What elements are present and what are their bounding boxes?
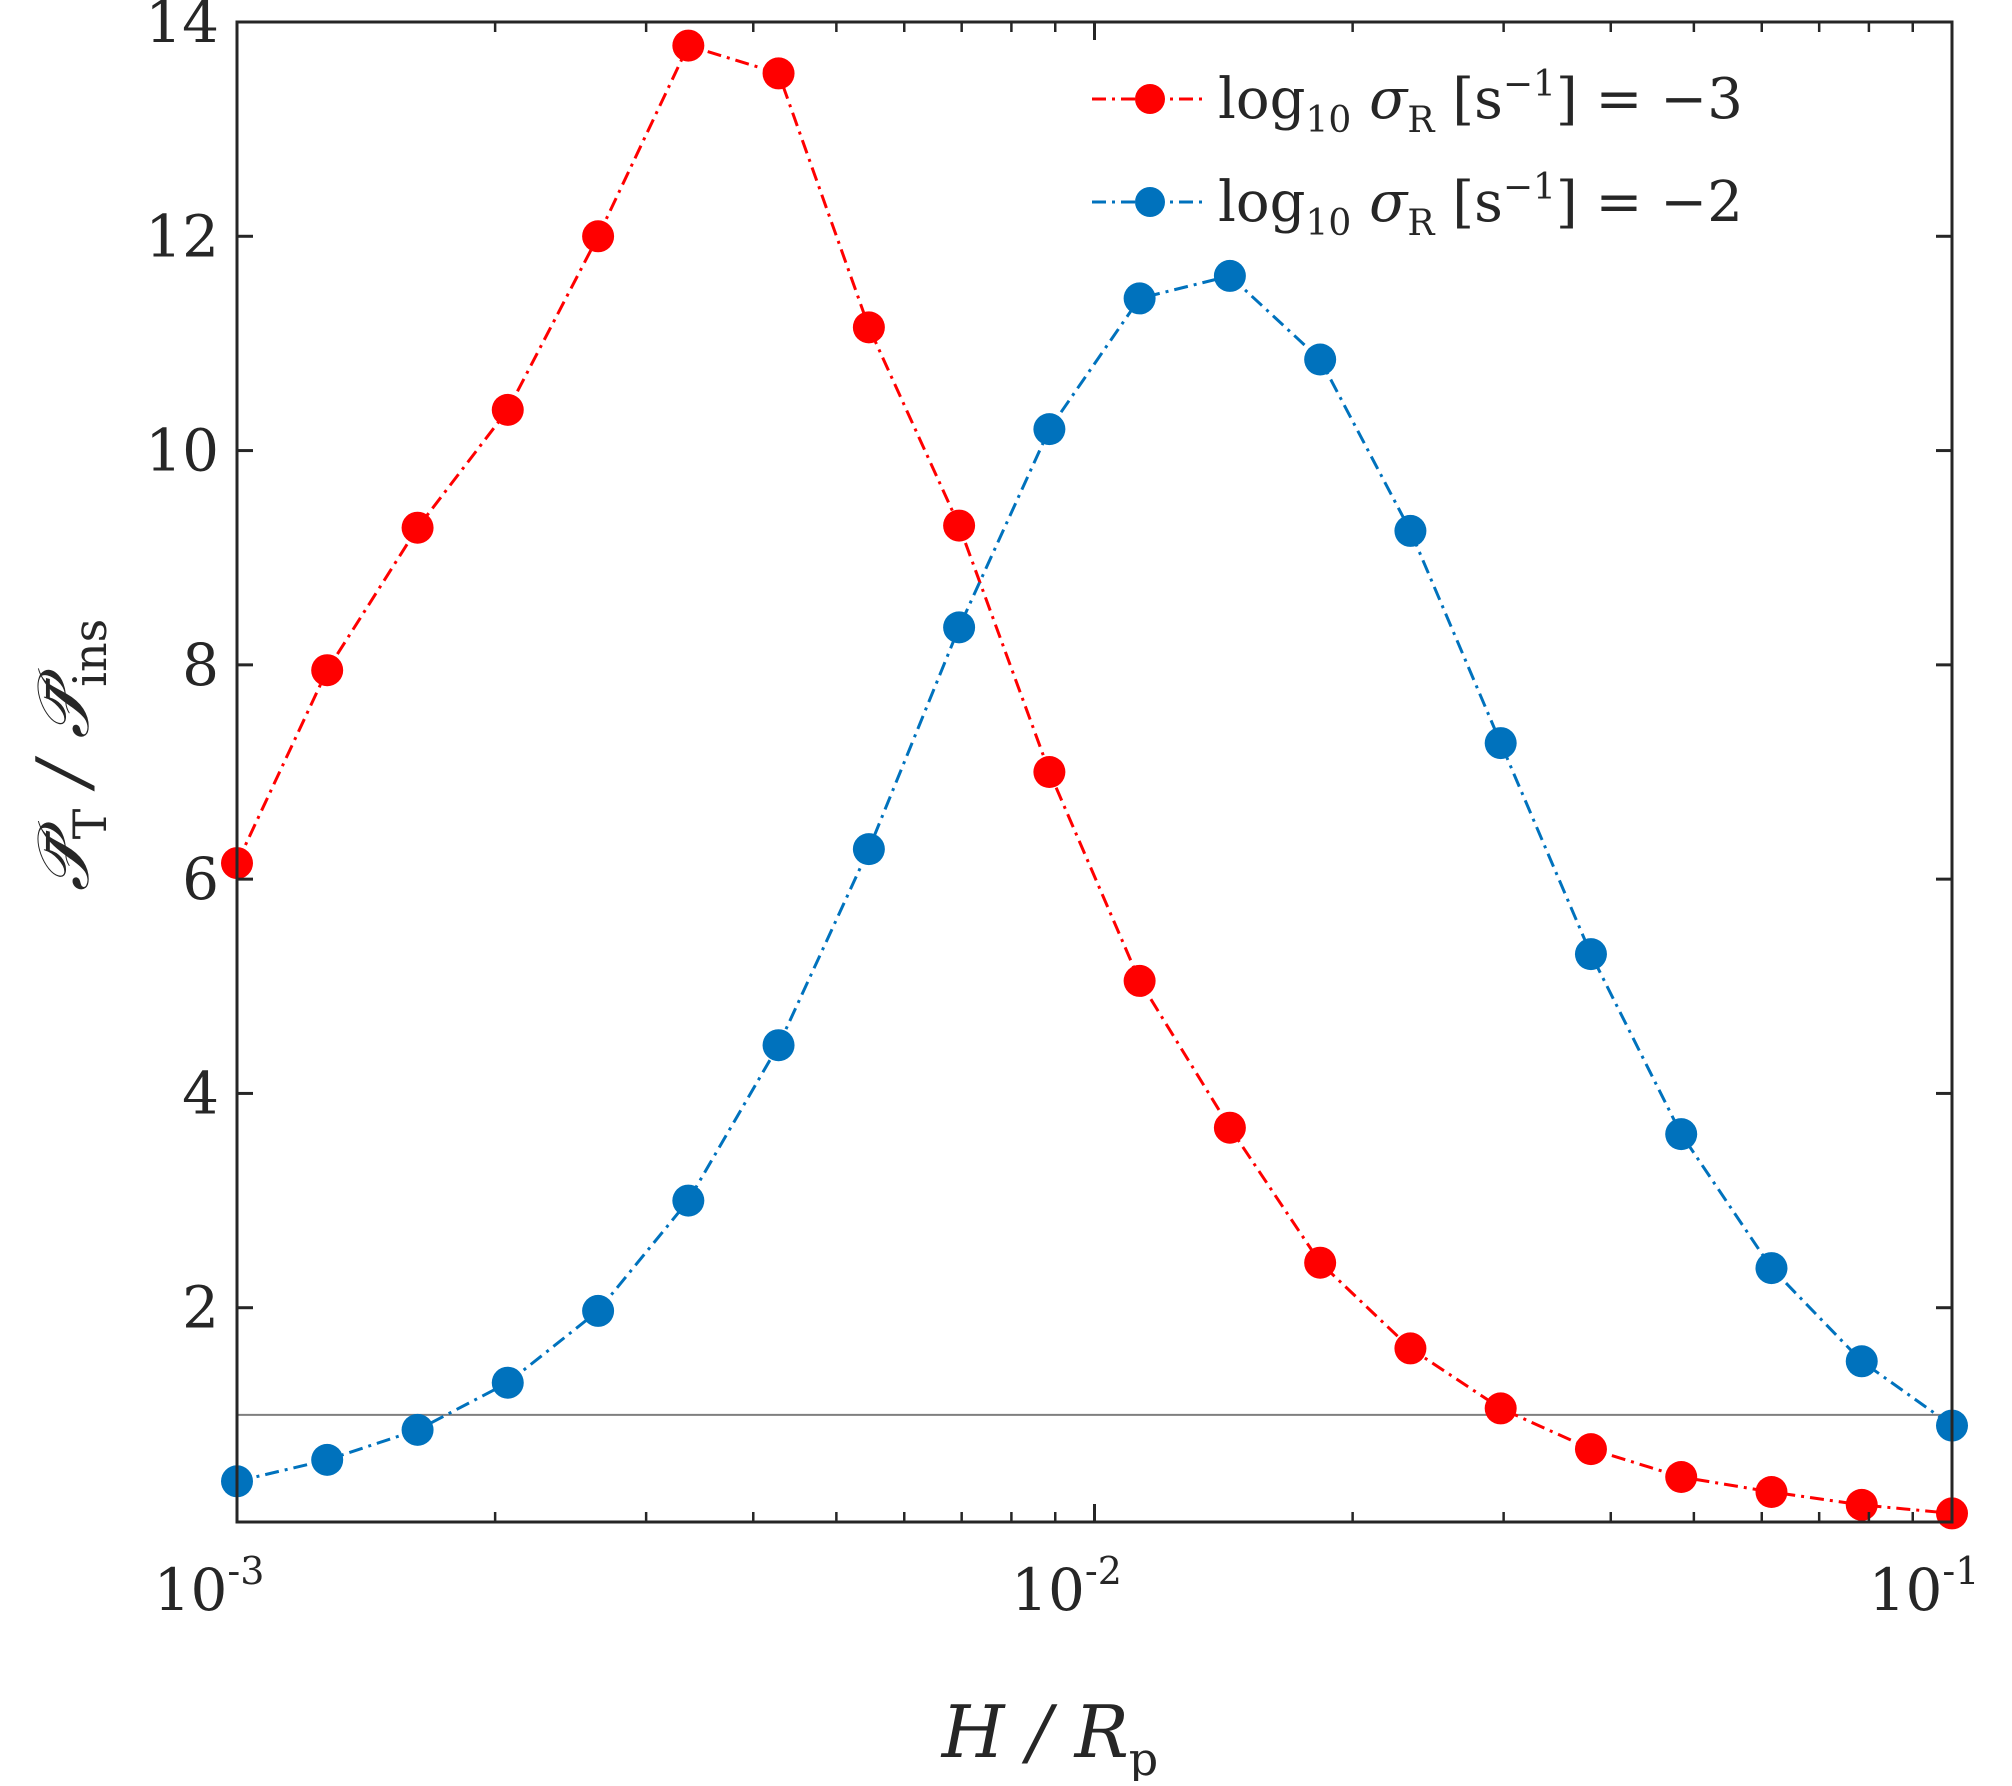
data-point-series-1-6 [672, 29, 705, 62]
data-point-series-1-15 [1484, 1392, 1517, 1425]
data-point-series-2-17 [1665, 1118, 1698, 1151]
legend-1-pre: log [1218, 67, 1305, 132]
x-tick-label-base-3: 10 [1869, 1556, 1943, 1624]
data-point-series-1-8 [852, 311, 885, 344]
data-point-series-1-7 [762, 57, 795, 90]
legend-2-mid: σ [1351, 170, 1409, 235]
data-point-series-2-7 [762, 1029, 795, 1062]
y-axis-label: 𝒫̄T / 𝒫̄ins [21, 619, 117, 892]
data-point-series-1-16 [1574, 1433, 1607, 1466]
data-point-series-1-14 [1394, 1332, 1427, 1365]
legend-2-sub-b: R [1407, 203, 1435, 244]
legend-1-sub-a: 10 [1305, 100, 1351, 141]
legend-marker-series-1 [1135, 84, 1165, 114]
x-tick-label-2: 10-2 [1011, 1549, 1122, 1624]
y-axis-label-mid: / 𝒫̄ [21, 668, 105, 809]
legend-2-sup: −1 [1503, 167, 1556, 208]
data-point-series-2-8 [852, 833, 885, 866]
x-tick-label-base-1: 10 [154, 1556, 228, 1624]
data-point-series-2-6 [672, 1184, 705, 1217]
x-tick-label-exp-2: -2 [1085, 1549, 1122, 1593]
x-tick-label-exp-3: -1 [1942, 1549, 1979, 1593]
y-tick-label-2: 4 [182, 1059, 219, 1127]
legend-2-open: [s [1434, 170, 1502, 235]
y-tick-label-5: 10 [145, 417, 219, 485]
x-axis-label-sub: p [1129, 1732, 1158, 1781]
data-point-series-1-17 [1665, 1461, 1698, 1493]
y-tick-label-4: 8 [182, 631, 219, 699]
legend-label-series-1: log10 σR [s−1] = −3 [1218, 64, 1743, 141]
data-point-series-1-5 [582, 220, 615, 253]
y-tick-label-3: 6 [182, 845, 219, 913]
data-point-series-2-5 [582, 1294, 615, 1327]
data-point-series-2-2 [311, 1443, 344, 1476]
legend-2-sub-a: 10 [1305, 203, 1351, 244]
series-line-1 [235, 43, 1953, 1515]
y-axis-label-sub1: T [63, 808, 117, 839]
data-point-series-1-12 [1213, 1111, 1246, 1144]
data-point-series-2-9 [943, 611, 976, 644]
legend-1-mid: σ [1351, 67, 1409, 132]
y-tick-label-6: 12 [145, 202, 219, 270]
legend-1-sup: −1 [1503, 64, 1556, 105]
series-layer [221, 29, 1968, 1530]
legend-2-post: ] = −2 [1556, 170, 1743, 235]
data-point-series-1-3 [401, 511, 434, 544]
legend-1-post: ] = −3 [1556, 67, 1743, 132]
data-point-series-2-14 [1394, 514, 1427, 547]
legend-entry-series-1: log10 σR [s−1] = −3 [1092, 64, 1743, 141]
data-point-series-1-19 [1845, 1488, 1878, 1521]
x-tick-label-exp-1: -3 [227, 1549, 264, 1593]
data-point-series-1-13 [1304, 1246, 1337, 1279]
data-point-series-2-10 [1033, 413, 1066, 446]
x-axis-label-main: H / R [940, 1690, 1129, 1774]
y-tick-label-1: 2 [182, 1274, 219, 1342]
data-point-series-2-11 [1123, 282, 1156, 315]
data-point-series-2-3 [401, 1413, 434, 1446]
data-point-series-1-4 [491, 393, 524, 426]
legend-label-series-2: log10 σR [s−1] = −2 [1218, 167, 1743, 244]
data-point-series-1-11 [1123, 964, 1156, 997]
data-point-series-1-10 [1033, 756, 1066, 788]
legend: log10 σR [s−1] = −3 log10 σR [s−1] = −2 [1092, 64, 1743, 244]
y-axis-label-sub2: ins [63, 619, 117, 687]
x-axis-label: H / Rp [940, 1690, 1158, 1781]
data-point-series-2-18 [1755, 1252, 1788, 1285]
data-point-series-1-9 [943, 509, 976, 542]
x-tick-label-3: 10-1 [1869, 1549, 1980, 1624]
legend-2-pre: log [1218, 170, 1305, 235]
x-tick-label-base-2: 10 [1011, 1556, 1085, 1624]
y-tick-label-7: 14 [145, 0, 219, 56]
data-point-series-2-15 [1484, 727, 1517, 760]
data-point-series-2-4 [491, 1366, 524, 1399]
data-point-series-2-12 [1213, 259, 1246, 292]
legend-entry-series-2: log10 σR [s−1] = −2 [1092, 167, 1743, 244]
data-point-series-2-19 [1845, 1345, 1878, 1378]
data-point-series-1-18 [1755, 1476, 1788, 1508]
data-point-series-1-2 [311, 654, 344, 687]
series-line-2 [236, 274, 1953, 1483]
data-point-series-2-13 [1304, 343, 1337, 376]
data-point-series-2-16 [1574, 938, 1607, 971]
legend-1-sub-b: R [1407, 100, 1435, 141]
legend-1-open: [s [1434, 67, 1502, 132]
legend-marker-series-2 [1135, 187, 1165, 217]
x-tick-label-1: 10-3 [154, 1549, 265, 1624]
